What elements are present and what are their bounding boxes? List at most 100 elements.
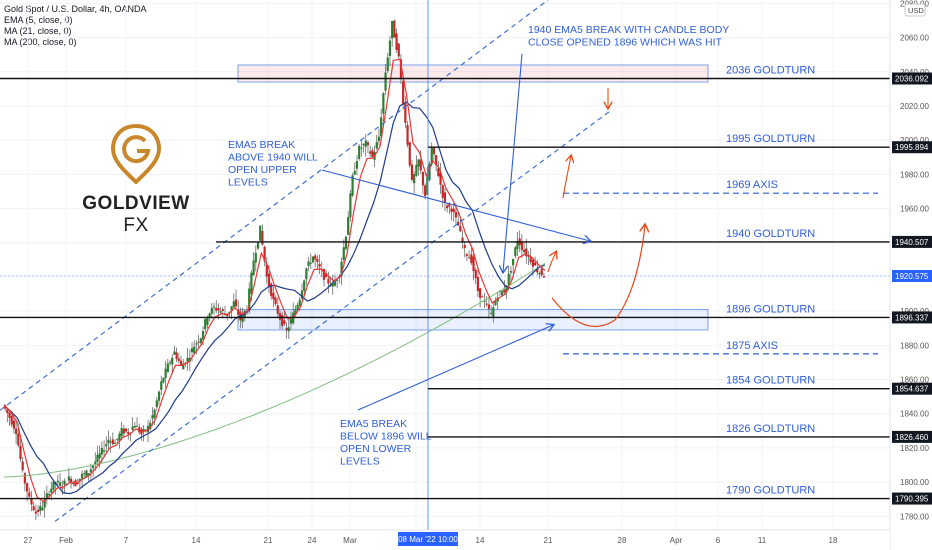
y-tick-label: 1960.00	[900, 205, 929, 214]
candle-body	[10, 416, 13, 425]
candle-body	[446, 205, 449, 209]
candle-body	[538, 272, 541, 274]
y-tick-label: 2060.00	[900, 34, 929, 43]
candle-body	[294, 309, 297, 315]
brand-name-text: GOLDVIEW	[82, 193, 190, 214]
candle-body	[197, 341, 200, 343]
candle-body	[179, 360, 183, 365]
candle-body	[285, 328, 288, 331]
candle-body	[254, 252, 257, 263]
candle-body	[413, 173, 416, 184]
y-tick-label: 1980.00	[900, 170, 929, 179]
resistance-zone	[237, 64, 709, 83]
candle-body	[386, 57, 389, 71]
candle-body	[454, 211, 458, 218]
candle-body	[87, 473, 90, 476]
candle-body	[212, 306, 216, 308]
annotation-arrow	[503, 53, 523, 272]
candle-body	[58, 482, 62, 486]
candle-body	[28, 492, 31, 497]
candle-body	[151, 415, 154, 419]
x-tick-label: 21	[264, 536, 273, 545]
candle-body	[470, 254, 473, 263]
candle-body	[406, 124, 409, 145]
candle-body	[505, 285, 508, 293]
candle-body	[382, 93, 385, 114]
price-badge-label: 1940.507	[895, 238, 929, 247]
ma200-indicator-label[interactable]: MA (200, close, 0)	[4, 37, 77, 47]
candle-body	[424, 185, 427, 196]
candle-body	[380, 117, 383, 137]
x-tick-label: 14	[192, 536, 201, 545]
ma21-indicator-label[interactable]: MA (21, close, 0)	[4, 26, 72, 36]
candle-body	[45, 493, 48, 499]
candle-body	[476, 277, 480, 292]
level-label: 1969 AXIS	[726, 179, 778, 191]
candle-body	[377, 136, 381, 142]
candle-body	[259, 225, 262, 241]
candle-body	[12, 420, 15, 429]
ema5-line	[3, 58, 546, 503]
candle-body	[124, 428, 128, 432]
candle-body	[457, 221, 460, 226]
x-tick-label: 28	[618, 536, 627, 545]
candle-body	[448, 203, 451, 207]
candle-body	[501, 291, 504, 296]
candle-body	[355, 161, 359, 169]
candle-body	[248, 288, 251, 312]
candle-body	[358, 145, 361, 159]
candle-body	[116, 438, 119, 440]
level-label: 1995 GOLDTURN	[726, 133, 815, 145]
candle-body	[173, 351, 176, 355]
candle-body	[439, 172, 442, 185]
annotation-line: OPEN UPPER	[228, 164, 297, 176]
candle-body	[230, 306, 233, 311]
projection-curve	[551, 225, 645, 328]
level-label: 1940 GOLDTURN	[726, 228, 815, 240]
brand-name: GOLDVIEW FX	[76, 193, 196, 237]
candle-body	[265, 264, 268, 277]
candle-body	[452, 208, 455, 213]
candle-body	[113, 442, 117, 444]
currency-badge[interactable]	[904, 3, 926, 17]
candle-body	[234, 299, 238, 307]
price-badge	[892, 311, 932, 324]
candle-body	[366, 142, 370, 146]
candle-body	[485, 303, 488, 305]
candle-body	[219, 311, 222, 313]
projection-arrow-up	[547, 252, 556, 273]
candle-body	[41, 507, 44, 510]
candle-body	[327, 278, 330, 284]
candle-body	[472, 256, 475, 272]
candle-body	[540, 268, 543, 276]
candle-body	[340, 261, 343, 277]
annotation-line: 1940 EMA5 BREAK WITH CANDLE BODY	[528, 24, 729, 36]
price-badge-label: 1896.337	[895, 313, 929, 322]
candle-body	[432, 147, 436, 155]
candle-body	[96, 454, 99, 462]
candle-body	[94, 461, 97, 464]
symbol-title[interactable]: Gold Spot / U.S. Dollar, 4h, OANDA	[4, 4, 147, 14]
annotation-line: LEVELS	[340, 456, 380, 468]
candle-body	[111, 439, 114, 445]
candle-body	[30, 498, 33, 505]
candle-body	[61, 487, 64, 489]
candle-body	[109, 441, 112, 443]
candle-body	[276, 305, 279, 314]
annotation-line: CLOSE OPENED 1896 WHICH WAS HIT	[528, 37, 722, 49]
annotation-line: LEVELS	[228, 177, 268, 189]
candle-body	[417, 159, 420, 167]
candle-body	[316, 258, 319, 262]
candle-body	[278, 313, 282, 320]
candle-body	[34, 511, 37, 514]
annotation-line: BELOW 1896 WILL	[340, 431, 432, 443]
candle-body	[135, 425, 139, 427]
candle-body	[342, 247, 345, 261]
ema-indicator-label[interactable]: EMA (5, close, 0)	[4, 15, 73, 25]
candle-body	[428, 163, 431, 181]
price-badge	[892, 430, 932, 443]
candle-body	[479, 288, 482, 298]
candle-body	[19, 445, 22, 459]
x-tick-label: 18	[829, 536, 838, 545]
